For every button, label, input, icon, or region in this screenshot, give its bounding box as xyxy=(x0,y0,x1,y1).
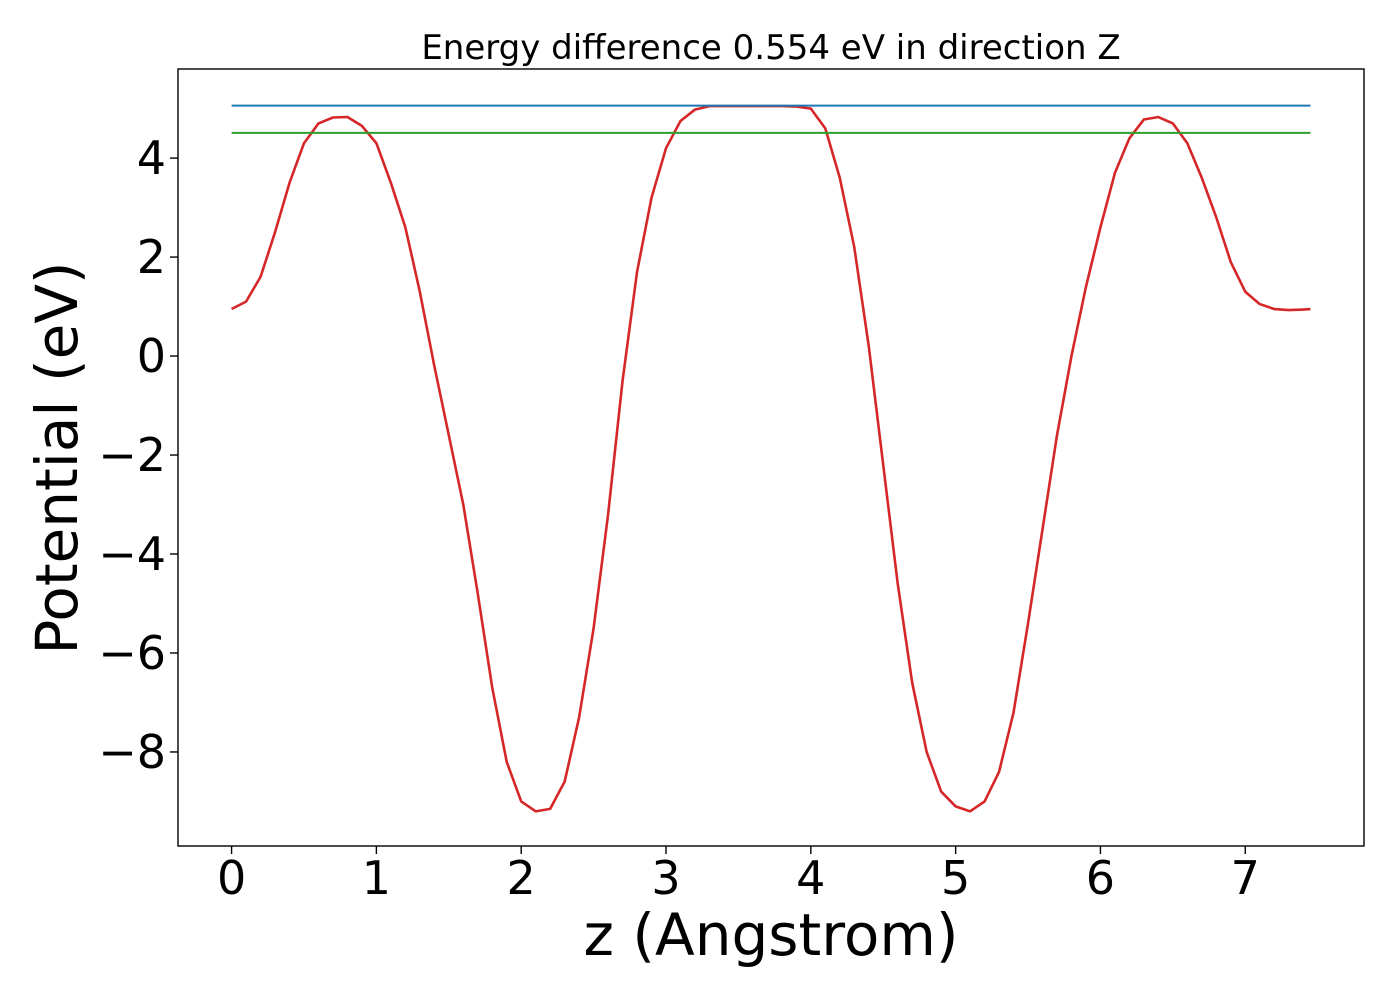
x-tick-label: 3 xyxy=(651,851,680,905)
y-tick-label: 4 xyxy=(137,131,166,185)
y-tick-label: −8 xyxy=(98,725,166,779)
y-axis-ticks: −8 −6 −4 −2 0 2 4 xyxy=(98,131,178,779)
y-tick-label: −4 xyxy=(98,527,166,581)
y-tick-label: −2 xyxy=(98,428,166,482)
y-axis-label: Potential (eV) xyxy=(23,261,91,654)
series-line-0 xyxy=(230,104,1311,813)
x-tick-label: 5 xyxy=(941,851,970,905)
x-tick-label: 2 xyxy=(507,851,536,905)
series-layer xyxy=(230,104,1311,813)
chart-title: Energy difference 0.554 eV in direction … xyxy=(421,28,1120,68)
x-tick-label: 6 xyxy=(1086,851,1115,905)
x-tick-label: 1 xyxy=(362,851,391,905)
y-tick-label: 0 xyxy=(137,329,166,383)
x-axis-ticks: 0 1 2 3 4 5 6 7 xyxy=(217,846,1260,905)
y-tick-label: −6 xyxy=(98,626,166,680)
y-tick-label: 2 xyxy=(137,230,166,284)
x-axis-label: z (Angstrom) xyxy=(584,901,959,969)
x-tick-label: 0 xyxy=(217,851,246,905)
x-tick-label: 7 xyxy=(1231,851,1260,905)
x-tick-label: 4 xyxy=(796,851,825,905)
plot-frame xyxy=(177,68,1365,847)
